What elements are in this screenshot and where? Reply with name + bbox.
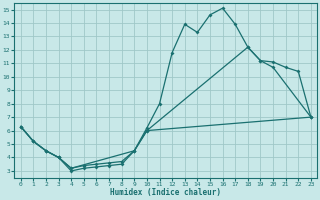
X-axis label: Humidex (Indice chaleur): Humidex (Indice chaleur) xyxy=(110,188,221,197)
